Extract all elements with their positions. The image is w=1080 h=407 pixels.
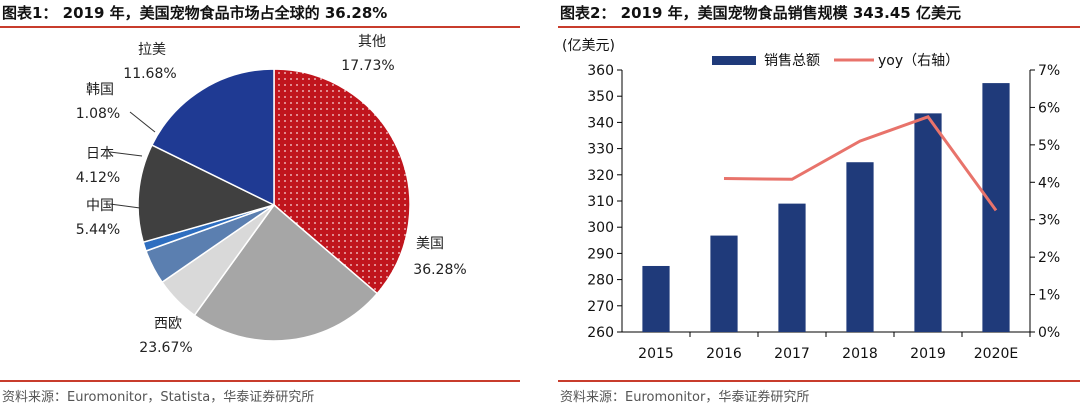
legend-bar-swatch — [712, 56, 756, 65]
bar-2015 — [642, 265, 670, 332]
y-tick-label: 310 — [587, 194, 614, 210]
bar-line-chart: 260 270 280 290 300 310 320 330 340 350 360 0% 1% 2% 3… — [562, 38, 1060, 362]
x-tick-label: 2017 — [774, 346, 810, 362]
bar-2016 — [710, 235, 738, 332]
y2-tick-label: 0% — [1038, 325, 1060, 341]
bar-2019 — [914, 113, 942, 333]
yoy-line — [723, 114, 998, 212]
y-tick-label: 260 — [587, 325, 614, 341]
pie-label-value: 4.12% — [76, 170, 120, 186]
bar-2018 — [846, 162, 874, 332]
x-tick-label: 2015 — [638, 346, 674, 362]
y-tick-label: 350 — [587, 89, 614, 105]
left-source-note: 资料来源：Euromonitor，Statista，华泰证券研究所 — [2, 390, 315, 405]
y2-tick-label: 5% — [1038, 138, 1060, 154]
bar-2017 — [778, 203, 806, 332]
pie-slice-其他 — [150, 68, 275, 207]
pie-label-value: 1.08% — [76, 106, 120, 122]
pie-leader-line — [129, 111, 156, 133]
y-axis-title: (亿美元) — [562, 38, 615, 54]
bar-2020E — [982, 83, 1010, 332]
right-bottom-rule — [558, 380, 1080, 382]
x-tick-label: 2019 — [910, 346, 946, 362]
y2-tick-label: 7% — [1038, 63, 1060, 79]
pie-label-name: 中国 — [86, 198, 114, 214]
y-tick-label: 360 — [587, 63, 614, 79]
legend-line-label: yoy（右轴） — [878, 53, 959, 69]
y-tick-label: 320 — [587, 168, 614, 184]
pie-label-name: 美国 — [416, 236, 444, 252]
pie-label-value: 17.73% — [341, 58, 394, 74]
pie-slice-美国 — [273, 68, 411, 295]
pie-label-name: 其他 — [358, 34, 386, 50]
pie-label-value: 23.67% — [139, 340, 192, 356]
y2-tick-label: 1% — [1038, 288, 1060, 304]
y2-tick-label: 3% — [1038, 213, 1060, 229]
right-source-note: 资料来源：Euromonitor，华泰证券研究所 — [560, 390, 810, 405]
pie-label-value: 5.44% — [76, 222, 120, 238]
pie-leader-line — [109, 151, 143, 157]
y-tick-label: 300 — [587, 220, 614, 236]
y-tick-label: 340 — [587, 115, 614, 131]
pie-chart: 美国 36.28% 西欧 23.67% 中国 5.44% 日本 4.12% 韩国 1.08% 拉美 1… — [76, 34, 467, 356]
pie-leader-line — [109, 203, 141, 209]
pie-label-value: 11.68% — [123, 66, 176, 82]
right-figure: 图表2： 2019 年，美国宠物食品销售规模 343.45 亿美元 260 270… — [558, 0, 1080, 407]
y2-tick-label: 4% — [1038, 175, 1060, 191]
left-top-rule — [0, 26, 520, 28]
left-figure: 图表1： 2019 年，美国宠物食品市场占全球的 36.28% 美国 36.28%… — [0, 0, 520, 407]
left-bottom-rule — [0, 380, 520, 382]
y-tick-label: 330 — [587, 142, 614, 158]
pie-label-name: 西欧 — [154, 316, 182, 332]
legend-bar-label: 销售总额 — [764, 53, 820, 69]
pie-slice-西欧 — [193, 203, 379, 342]
y-tick-label: 280 — [587, 273, 614, 289]
y-tick-label: 290 — [587, 246, 614, 262]
left-figure-title: 图表1： 2019 年，美国宠物食品市场占全球的 36.28% — [2, 4, 388, 22]
right-top-rule — [558, 26, 1080, 28]
x-tick-label: 2020E — [974, 346, 1018, 362]
y2-tick-label: 6% — [1038, 100, 1060, 116]
pie-label-value: 36.28% — [413, 262, 466, 278]
pie-label-name: 拉美 — [138, 42, 166, 58]
pie-label-name: 日本 — [86, 146, 114, 162]
y-tick-label: 270 — [587, 299, 614, 315]
pie-slice-拉美 — [137, 144, 277, 244]
x-tick-label: 2018 — [842, 346, 878, 362]
right-figure-title: 图表2： 2019 年，美国宠物食品销售规模 343.45 亿美元 — [560, 4, 961, 22]
y2-tick-label: 2% — [1038, 250, 1060, 266]
x-tick-label: 2016 — [706, 346, 742, 362]
pie-label-name: 韩国 — [86, 82, 114, 98]
